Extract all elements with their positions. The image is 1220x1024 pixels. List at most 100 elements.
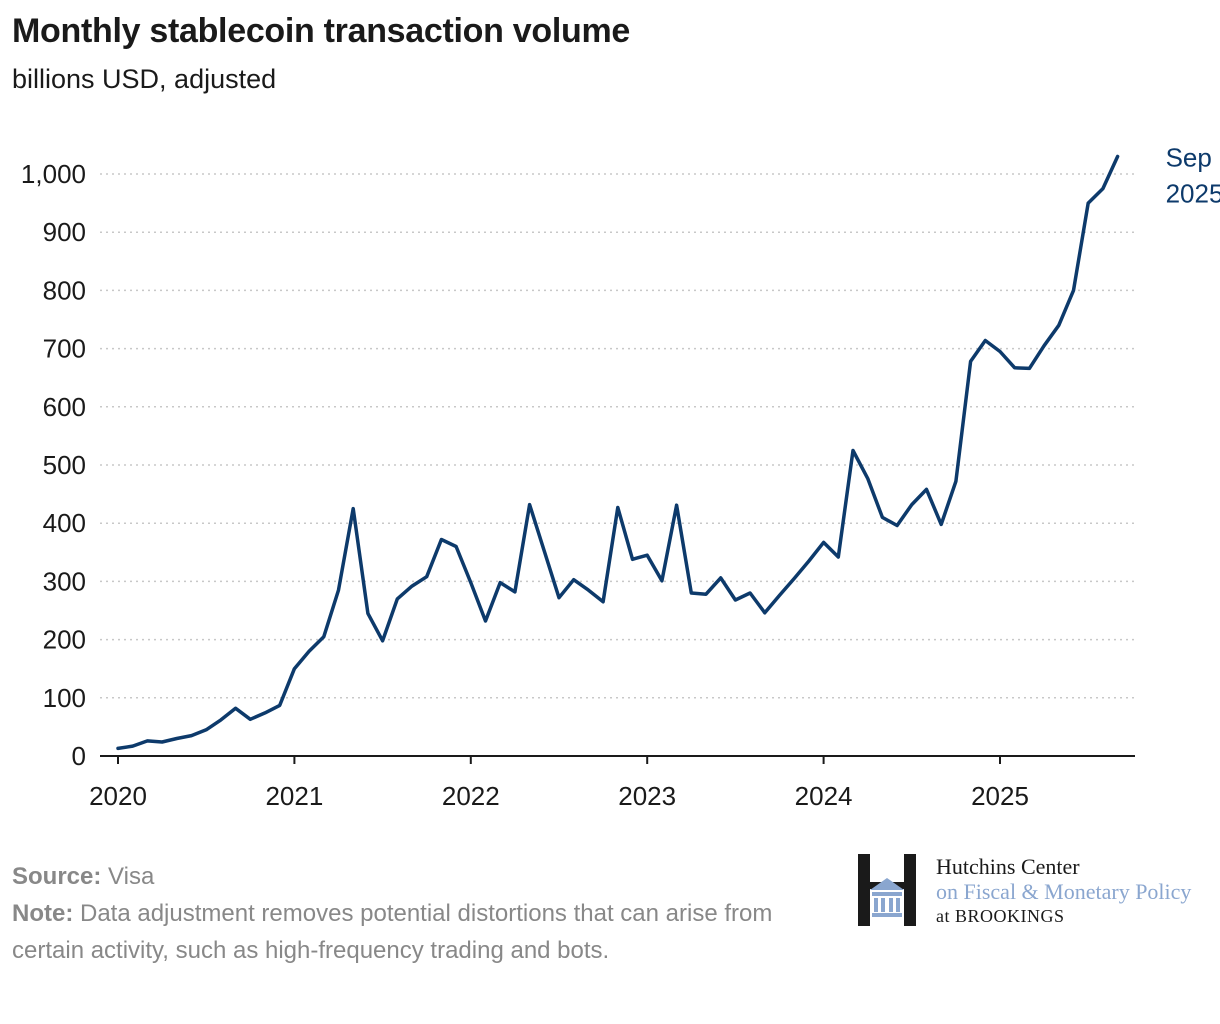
x-axis: 2020 2021 2022 2023 2024 2025 <box>89 755 1135 811</box>
data-point-23 <box>454 545 458 549</box>
data-point-14 <box>322 635 326 639</box>
y-tick-label-300: 300 <box>43 566 86 596</box>
end-label-line-0: Sep <box>1166 143 1212 173</box>
chart-title: Monthly stablecoin transaction volume <box>12 12 631 50</box>
y-tick-label-900: 900 <box>43 217 86 247</box>
gridlines <box>100 173 1135 699</box>
data-point-30 <box>557 596 561 600</box>
data-point-28 <box>528 503 532 507</box>
data-point-27 <box>513 590 517 594</box>
hutchins-brookings-logo: Hutchins Center on Fiscal & Monetary Pol… <box>858 854 1218 928</box>
data-point-10 <box>263 711 267 715</box>
data-point-56 <box>939 522 943 526</box>
data-point-26 <box>498 581 502 585</box>
logo-line3: at BROOKINGS <box>936 904 1191 929</box>
y-tick-label-600: 600 <box>43 392 86 422</box>
data-point-57 <box>954 479 958 483</box>
data-point-38 <box>675 503 679 507</box>
data-point-18 <box>381 639 385 643</box>
series-group <box>116 154 1120 751</box>
data-point-22 <box>439 538 443 542</box>
data-point-51 <box>866 476 870 480</box>
end-label-group: Sep 2025 <box>1166 143 1220 209</box>
x-tick-label-2023: 2023 <box>618 781 676 811</box>
y-tick-label-100: 100 <box>43 683 86 713</box>
data-point-37 <box>660 579 664 583</box>
data-point-49 <box>836 555 840 559</box>
data-point-43 <box>748 591 752 595</box>
data-point-47 <box>807 559 811 563</box>
data-point-6 <box>204 728 208 732</box>
logo-line3-prefix: at <box>936 906 950 926</box>
data-point-52 <box>880 515 884 519</box>
data-point-15 <box>337 588 341 592</box>
data-point-12 <box>292 667 296 671</box>
y-tick-label-400: 400 <box>43 508 86 538</box>
x-tick-label-2025: 2025 <box>971 781 1029 811</box>
source-label: Source: <box>12 863 102 890</box>
data-point-54 <box>910 503 914 507</box>
data-point-11 <box>278 703 282 707</box>
data-point-36 <box>645 553 649 557</box>
note-text: Data adjustment removes potential distor… <box>12 900 773 964</box>
data-point-33 <box>601 600 605 604</box>
data-point-59 <box>983 339 987 343</box>
data-point-62 <box>1027 366 1031 370</box>
data-point-48 <box>822 540 826 544</box>
data-point-16 <box>351 507 355 511</box>
data-point-61 <box>1013 366 1017 370</box>
data-point-65 <box>1072 288 1076 292</box>
data-point-32 <box>586 588 590 592</box>
data-point-50 <box>851 449 855 453</box>
data-point-5 <box>190 734 194 738</box>
data-point-40 <box>704 592 708 596</box>
data-point-9 <box>248 717 252 721</box>
data-point-24 <box>469 581 473 585</box>
data-point-21 <box>425 575 429 579</box>
data-point-60 <box>998 350 1002 354</box>
series-line <box>116 154 1120 751</box>
data-point-66 <box>1086 201 1090 205</box>
logo-line2: on Fiscal & Monetary Policy <box>936 879 1192 904</box>
data-point-7 <box>219 718 223 722</box>
data-point-29 <box>542 549 546 553</box>
end-label-line-1: 2025 <box>1166 179 1220 209</box>
data-point-45 <box>778 593 782 597</box>
y-tick-label-200: 200 <box>43 625 86 655</box>
data-point-1 <box>131 744 135 748</box>
data-point-67 <box>1101 187 1105 191</box>
x-tick-label-2020: 2020 <box>89 781 147 811</box>
data-point-35 <box>631 557 635 561</box>
hutchins-h-icon <box>858 854 916 926</box>
data-point-53 <box>895 524 899 528</box>
data-point-17 <box>366 611 370 615</box>
logo-line1: Hutchins Center <box>936 854 1080 879</box>
data-point-41 <box>719 576 723 580</box>
data-point-25 <box>484 619 488 623</box>
y-axis-ticks: 0 100 200 300 400 500 600 700 800 900 1,000 <box>21 159 86 771</box>
data-point-2 <box>145 739 149 743</box>
data-point-20 <box>410 584 414 588</box>
note-line: Note: Data adjustment removes potential … <box>12 895 812 969</box>
x-tick-label-2021: 2021 <box>265 781 323 811</box>
data-point-55 <box>925 487 929 491</box>
footer-notes: Source: Visa Note: Data adjustment remov… <box>12 858 812 969</box>
y-tick-label-700: 700 <box>43 334 86 364</box>
data-point-39 <box>689 591 693 595</box>
logo-text: Hutchins Center on Fiscal & Monetary Pol… <box>936 854 1191 929</box>
data-point-4 <box>175 737 179 741</box>
data-point-68 <box>1116 155 1120 159</box>
x-tick-label-2022: 2022 <box>442 781 500 811</box>
data-point-63 <box>1042 344 1046 348</box>
x-tick-label-2024: 2024 <box>795 781 853 811</box>
y-tick-label-800: 800 <box>43 275 86 305</box>
data-point-31 <box>572 578 576 582</box>
y-tick-label-1000: 1,000 <box>21 159 86 189</box>
data-point-44 <box>763 611 767 615</box>
y-tick-label-0: 0 <box>72 741 86 771</box>
data-point-13 <box>307 649 311 653</box>
data-point-19 <box>395 597 399 601</box>
data-point-8 <box>234 706 238 710</box>
data-point-42 <box>733 598 737 602</box>
